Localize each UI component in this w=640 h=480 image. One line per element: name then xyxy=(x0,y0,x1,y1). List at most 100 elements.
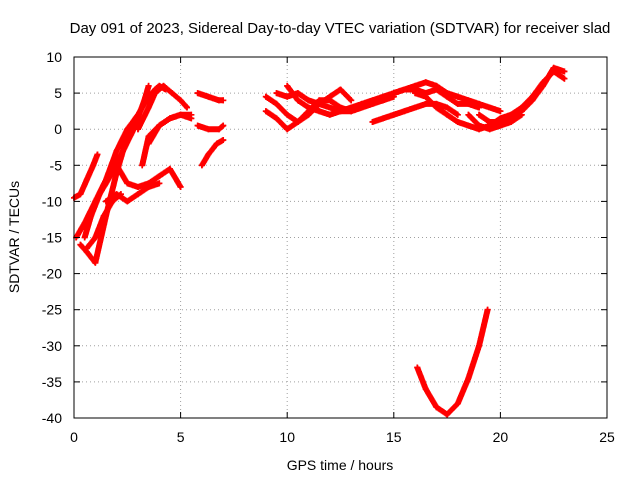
data-point xyxy=(113,147,120,154)
data-point xyxy=(326,97,333,104)
data-point xyxy=(284,126,291,133)
series-markers xyxy=(77,111,141,266)
data-point xyxy=(96,191,103,198)
data-point xyxy=(177,111,184,118)
x-tick-label: 25 xyxy=(599,429,615,445)
data-point xyxy=(476,100,483,107)
data-point xyxy=(348,97,355,104)
data-point xyxy=(145,180,152,187)
data-point xyxy=(124,198,131,205)
data-point xyxy=(348,104,355,111)
data-point xyxy=(444,90,451,97)
data-point xyxy=(497,108,504,115)
data-point xyxy=(401,108,408,115)
data-point xyxy=(205,126,212,133)
data-point xyxy=(358,100,365,107)
data-point xyxy=(486,104,493,111)
data-point xyxy=(145,104,152,111)
data-point xyxy=(433,104,440,111)
axis-ticks: 0 5 10 15 20 25 -40 -35 -30 -25 -20 -15 -10 -5 0 5 10 xyxy=(42,49,615,445)
data-point xyxy=(177,97,184,104)
data-point xyxy=(88,212,95,219)
series-arc7 xyxy=(113,162,184,190)
data-point xyxy=(465,97,472,104)
data-point xyxy=(273,100,280,107)
data-point xyxy=(100,212,107,219)
series-arc12 xyxy=(194,122,227,133)
data-point xyxy=(433,404,440,411)
data-series xyxy=(71,64,568,418)
data-point xyxy=(326,111,333,118)
x-tick-label: 20 xyxy=(493,429,509,445)
data-point xyxy=(454,118,461,125)
data-point xyxy=(273,115,280,122)
series-arc24 xyxy=(414,306,491,418)
data-point xyxy=(139,162,146,169)
data-point xyxy=(124,180,131,187)
data-point xyxy=(141,97,148,104)
x-tick-label: 15 xyxy=(386,429,402,445)
y-tick-label: -20 xyxy=(42,266,62,282)
data-point xyxy=(156,173,163,180)
y-tick-label: -15 xyxy=(42,230,62,246)
data-point xyxy=(476,122,483,129)
data-point xyxy=(166,165,173,172)
y-tick-label: -30 xyxy=(42,338,62,354)
y-tick-label: 0 xyxy=(54,121,62,137)
data-point xyxy=(160,82,167,89)
series-arc11 xyxy=(194,90,227,104)
data-point xyxy=(152,90,159,97)
data-point xyxy=(465,111,472,118)
y-axis-title: SDTVAR / TECUs xyxy=(6,181,22,293)
y-tick-label: 10 xyxy=(46,49,62,65)
data-point xyxy=(205,151,212,158)
data-point xyxy=(369,97,376,104)
data-point xyxy=(284,82,291,89)
series-arc23 xyxy=(497,64,568,125)
series-arc10 xyxy=(145,111,195,147)
data-point xyxy=(380,115,387,122)
y-tick-label: -5 xyxy=(50,157,63,173)
data-point xyxy=(326,104,333,111)
data-point xyxy=(422,79,429,86)
data-point xyxy=(540,82,547,89)
series-arc13 xyxy=(198,137,227,169)
x-tick-label: 10 xyxy=(279,429,295,445)
data-point xyxy=(486,126,493,133)
data-point xyxy=(83,176,90,183)
data-point xyxy=(220,122,227,129)
data-point xyxy=(156,122,163,129)
y-tick-label: -35 xyxy=(42,374,62,390)
series-arc5 xyxy=(83,191,124,252)
data-point xyxy=(529,97,536,104)
data-point xyxy=(412,104,419,111)
data-point xyxy=(486,118,493,125)
data-point xyxy=(177,183,184,190)
data-point xyxy=(145,82,152,89)
series-markers xyxy=(198,137,227,169)
series-arc6 xyxy=(102,180,163,205)
data-point xyxy=(508,115,515,122)
data-point xyxy=(465,122,472,129)
x-tick-label: 5 xyxy=(177,429,185,445)
data-point xyxy=(81,234,88,241)
data-point xyxy=(294,118,301,125)
data-point xyxy=(284,93,291,100)
data-point xyxy=(205,93,212,100)
data-point xyxy=(390,111,397,118)
data-point xyxy=(561,68,568,75)
series-arc4 xyxy=(77,111,141,266)
data-point xyxy=(113,191,120,198)
data-point xyxy=(83,245,90,252)
y-tick-label: 5 xyxy=(54,85,62,101)
y-tick-label: -25 xyxy=(42,302,62,318)
data-point xyxy=(134,111,141,118)
data-point xyxy=(412,90,419,97)
data-point xyxy=(561,75,568,82)
series-markers xyxy=(414,306,491,418)
series-arc19 xyxy=(390,79,504,115)
data-point xyxy=(369,118,376,125)
data-point xyxy=(518,108,525,115)
data-point xyxy=(169,90,176,97)
data-point xyxy=(444,111,451,118)
